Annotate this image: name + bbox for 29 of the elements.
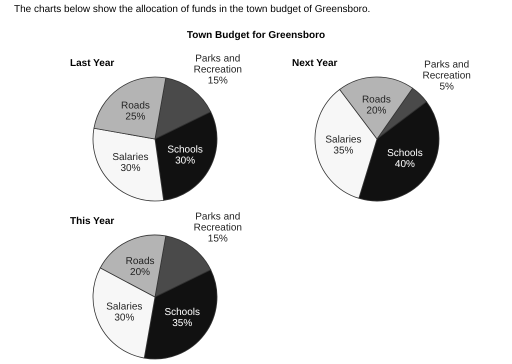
- data-label: 35%: [172, 318, 192, 329]
- slice-label: Salaries: [325, 134, 362, 145]
- slice-label: Salaries: [112, 152, 149, 163]
- data-label: 20%: [366, 104, 387, 116]
- chart-title: This Year: [70, 216, 114, 227]
- slice-label: Salaries: [106, 300, 142, 312]
- slice-label: Schools: [164, 306, 200, 318]
- data-label: 20%: [130, 266, 150, 278]
- text: The charts below show the allocation of funds in the town budget of Greensboro.: [14, 4, 370, 15]
- slice-label: Parks and Recreation: [194, 53, 242, 76]
- chart-subtitle: Town Budget for Greensboro: [186, 30, 326, 41]
- data-label: 30%: [120, 162, 141, 174]
- slice-label: Roads: [126, 255, 155, 266]
- data-label: 25%: [125, 111, 146, 122]
- data-label: 5%: [439, 80, 454, 92]
- slice-label: Parks and Recreation: [194, 211, 242, 234]
- chart-title: Next Year: [292, 58, 338, 69]
- data-label: 15%: [208, 233, 228, 244]
- slice-label: Schools: [167, 144, 203, 156]
- chart-title: Last Year: [70, 58, 114, 69]
- slice-label: Roads: [120, 100, 150, 112]
- data-label: 40%: [394, 158, 416, 170]
- slice-label: Schools: [387, 148, 423, 159]
- data-label: 30%: [114, 312, 134, 323]
- data-label: 35%: [333, 144, 354, 156]
- slice-label: Parks and Recreation: [422, 58, 471, 81]
- slice-label: Roads: [362, 94, 391, 105]
- data-label: 30%: [175, 155, 196, 166]
- data-label: 15%: [208, 75, 228, 86]
